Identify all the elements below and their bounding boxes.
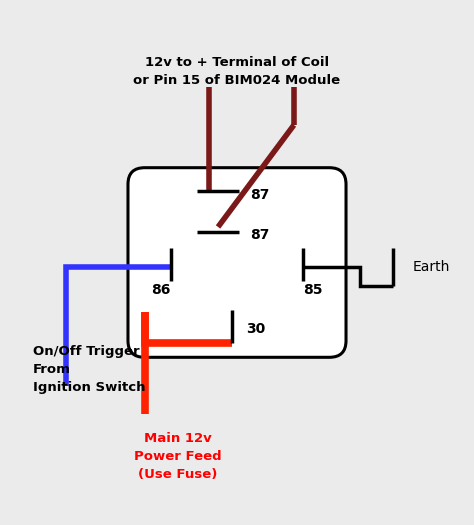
Text: 87: 87	[250, 188, 270, 202]
Text: Main 12v
Power Feed
(Use Fuse): Main 12v Power Feed (Use Fuse)	[134, 433, 221, 481]
Text: 87: 87	[250, 228, 270, 243]
FancyBboxPatch shape	[128, 167, 346, 358]
Text: 86: 86	[152, 282, 171, 297]
Text: On/Off Trigger
From
Ignition Switch: On/Off Trigger From Ignition Switch	[33, 344, 146, 394]
Text: 30: 30	[246, 322, 266, 336]
Text: Earth: Earth	[412, 260, 450, 274]
Text: 85: 85	[303, 282, 323, 297]
Text: 12v to + Terminal of Coil
or Pin 15 of BIM024 Module: 12v to + Terminal of Coil or Pin 15 of B…	[134, 56, 340, 87]
